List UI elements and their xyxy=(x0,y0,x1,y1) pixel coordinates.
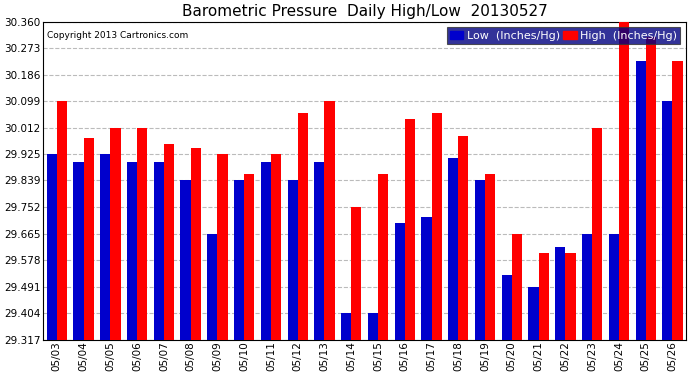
Bar xyxy=(592,128,602,340)
Bar xyxy=(164,144,174,340)
Bar xyxy=(190,148,201,340)
Title: Barometric Pressure  Daily High/Low  20130527: Barometric Pressure Daily High/Low 20130… xyxy=(181,4,547,19)
Bar xyxy=(137,128,147,340)
Bar xyxy=(83,138,94,340)
Bar xyxy=(502,274,512,340)
Bar xyxy=(539,254,549,340)
Bar xyxy=(181,180,190,340)
Bar xyxy=(207,234,217,340)
Bar xyxy=(378,174,388,340)
Bar xyxy=(127,162,137,340)
Bar xyxy=(635,62,646,340)
Bar xyxy=(582,234,592,340)
Bar xyxy=(485,174,495,340)
Bar xyxy=(529,286,539,340)
Bar xyxy=(244,174,255,340)
Bar xyxy=(555,247,565,340)
Bar xyxy=(315,162,324,340)
Bar xyxy=(368,313,378,340)
Bar xyxy=(662,101,673,340)
Bar xyxy=(73,162,83,340)
Bar xyxy=(234,180,244,340)
Bar xyxy=(288,180,297,340)
Bar xyxy=(47,154,57,340)
Bar xyxy=(297,113,308,340)
Legend: Low  (Inches/Hg), High  (Inches/Hg): Low (Inches/Hg), High (Inches/Hg) xyxy=(447,27,680,44)
Bar xyxy=(405,119,415,340)
Bar xyxy=(341,313,351,340)
Bar xyxy=(475,180,485,340)
Bar xyxy=(673,62,682,340)
Bar xyxy=(619,22,629,340)
Bar xyxy=(448,158,458,340)
Bar xyxy=(100,154,110,340)
Text: Copyright 2013 Cartronics.com: Copyright 2013 Cartronics.com xyxy=(47,31,188,40)
Bar xyxy=(609,234,619,340)
Bar xyxy=(646,37,656,340)
Bar xyxy=(154,162,164,340)
Bar xyxy=(351,207,362,340)
Bar xyxy=(431,113,442,340)
Bar xyxy=(458,136,469,340)
Bar xyxy=(395,223,405,340)
Bar xyxy=(512,234,522,340)
Bar xyxy=(217,154,228,340)
Bar xyxy=(261,162,271,340)
Bar xyxy=(271,154,281,340)
Bar xyxy=(422,217,431,340)
Bar xyxy=(57,101,67,340)
Bar xyxy=(565,254,575,340)
Bar xyxy=(110,128,121,340)
Bar xyxy=(324,101,335,340)
